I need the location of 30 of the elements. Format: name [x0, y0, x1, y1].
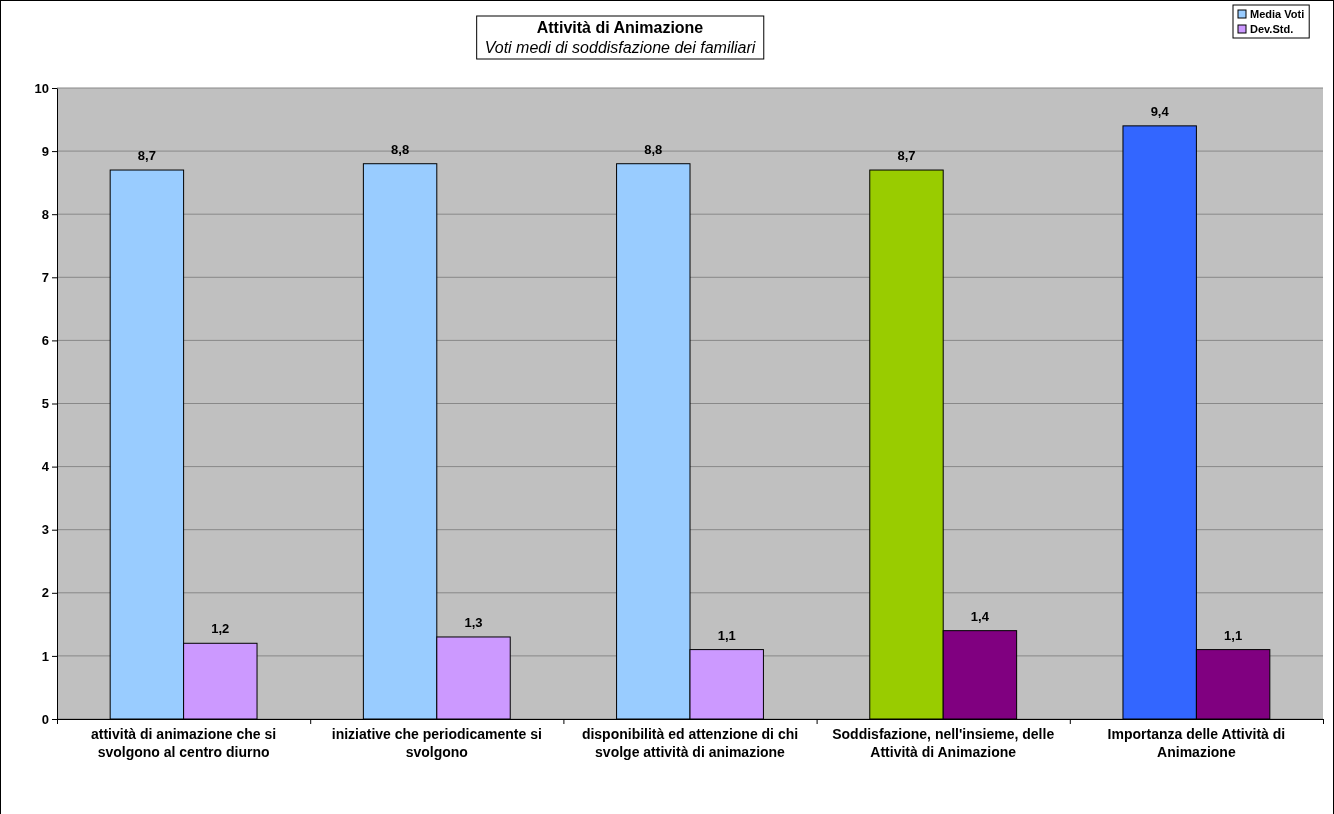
legend-label: Dev.Std. — [1250, 23, 1294, 35]
y-tick-label: 8 — [41, 206, 49, 222]
x-tick-label: attività di animazione che si svolgono al centro diurno — [91, 726, 277, 760]
chart-subtitle: Voti medi di soddisfazione dei familiari — [484, 39, 756, 56]
y-tick-label: 3 — [41, 522, 49, 538]
y-tick-label: 5 — [41, 396, 49, 412]
x-tick-label: Importanza delle Attività di Animazione — [1107, 726, 1286, 760]
x-tick-label: disponibilità ed attenzione di chi svolge attività di animazione — [581, 726, 799, 760]
y-tick-label: 2 — [41, 585, 49, 601]
x-tick-label: Soddisfazione, nell'insieme, delle Attività di Animazione — [832, 726, 1055, 760]
data-label: 8,7 — [137, 148, 156, 164]
y-tick-label: 9 — [41, 143, 49, 159]
y-tick-label: 7 — [41, 269, 49, 285]
data-label: 8,8 — [644, 141, 663, 157]
data-label: 1,2 — [211, 621, 230, 637]
y-tick-label: 4 — [41, 459, 50, 475]
data-label: 1,1 — [1224, 627, 1243, 643]
data-label: 8,7 — [897, 148, 916, 164]
data-label: 8,8 — [391, 141, 410, 157]
y-tick-label: 0 — [41, 711, 49, 727]
chart-title: Attività di Animazione — [536, 19, 704, 36]
data-label: 1,4 — [970, 608, 990, 624]
x-tick-label: iniziative che periodicamente si svolgono — [331, 726, 542, 760]
y-tick-label: 6 — [41, 333, 49, 349]
legend-label: Media Voti — [1250, 8, 1305, 20]
data-label: 1,3 — [464, 614, 483, 630]
y-tick-label: 1 — [41, 648, 49, 664]
data-label: 9,4 — [1150, 103, 1170, 119]
y-tick-label: 10 — [34, 80, 49, 96]
data-label: 1,1 — [717, 627, 736, 643]
